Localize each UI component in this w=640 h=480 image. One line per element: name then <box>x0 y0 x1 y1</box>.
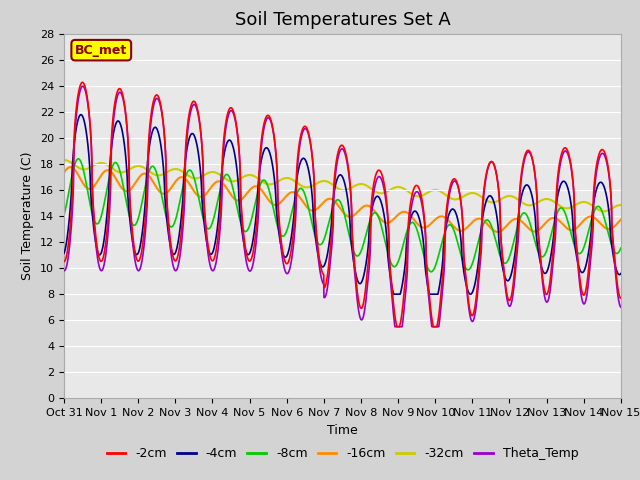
X-axis label: Time: Time <box>327 424 358 437</box>
Text: BC_met: BC_met <box>75 44 127 57</box>
Legend: -2cm, -4cm, -8cm, -16cm, -32cm, Theta_Temp: -2cm, -4cm, -8cm, -16cm, -32cm, Theta_Te… <box>102 442 583 465</box>
Title: Soil Temperatures Set A: Soil Temperatures Set A <box>234 11 451 29</box>
Y-axis label: Soil Temperature (C): Soil Temperature (C) <box>22 152 35 280</box>
